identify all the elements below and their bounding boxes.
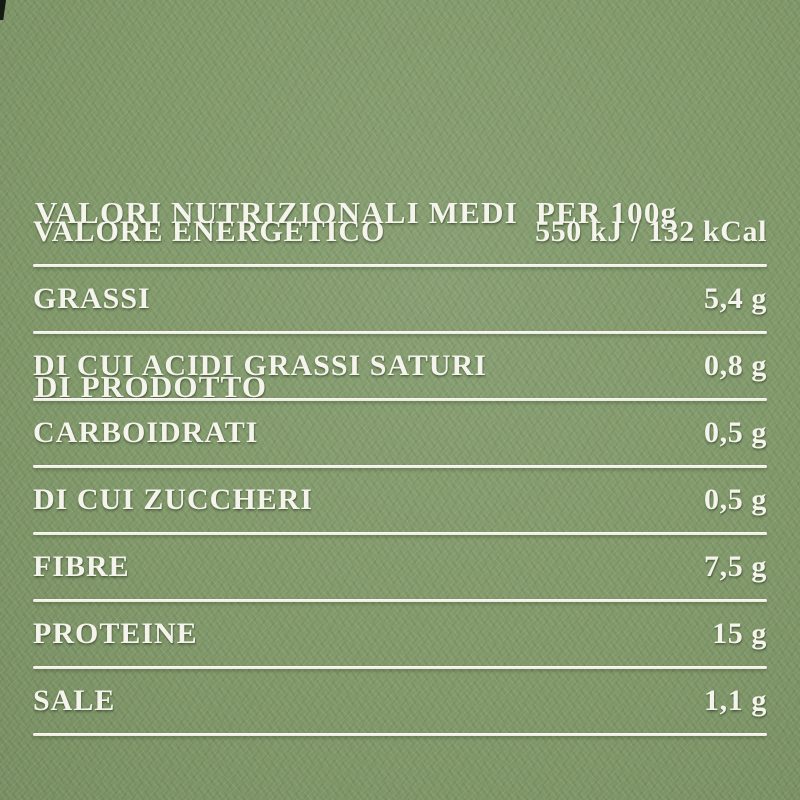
row-label: DI CUI ACIDI GRASSI SATURI — [33, 349, 487, 382]
row-value: 15 g — [712, 617, 767, 650]
row-label: VALORE ENERGETICO — [33, 215, 386, 248]
table-row-carbohydrates: CARBOIDRATI 0,5 g — [33, 401, 767, 465]
row-label: SALE — [33, 684, 116, 717]
row-value: 7,5 g — [704, 550, 767, 583]
row-value: 0,5 g — [704, 416, 767, 449]
package-edge-mark — [0, 0, 6, 20]
row-divider — [33, 264, 767, 267]
label-title-line1: VALORI NUTRIZIONALI MEDI PER 100g — [35, 195, 678, 230]
nutrition-table: VALORE ENERGETICO 550 kJ / 132 kCal GRAS… — [33, 200, 767, 736]
row-value: 0,8 g — [704, 349, 767, 382]
table-row-sugars: DI CUI ZUCCHERI 0,5 g — [33, 468, 767, 532]
row-divider — [33, 398, 767, 401]
label-title: VALORI NUTRIZIONALI MEDI PER 100g DI PRO… — [35, 68, 765, 532]
table-row-energy: VALORE ENERGETICO 550 kJ / 132 kCal — [33, 200, 767, 264]
row-label: GRASSI — [33, 282, 151, 315]
row-divider — [33, 465, 767, 468]
row-value: 550 kJ / 132 kCal — [535, 215, 767, 248]
row-label: DI CUI ZUCCHERI — [33, 483, 314, 516]
row-label: FIBRE — [33, 550, 130, 583]
row-divider — [33, 733, 767, 736]
row-value: 0,5 g — [704, 483, 767, 516]
row-divider — [33, 599, 767, 602]
row-label: CARBOIDRATI — [33, 416, 259, 449]
table-row-saturated-fat: DI CUI ACIDI GRASSI SATURI 0,8 g — [33, 334, 767, 398]
row-value: 5,4 g — [704, 282, 767, 315]
table-row-protein: PROTEINE 15 g — [33, 602, 767, 666]
table-row-fat: GRASSI 5,4 g — [33, 267, 767, 331]
row-divider — [33, 331, 767, 334]
row-label: PROTEINE — [33, 617, 198, 650]
row-value: 1,1 g — [704, 684, 767, 717]
row-divider — [33, 666, 767, 669]
table-row-fibre: FIBRE 7,5 g — [33, 535, 767, 599]
row-divider — [33, 532, 767, 535]
table-row-salt: SALE 1,1 g — [33, 669, 767, 733]
